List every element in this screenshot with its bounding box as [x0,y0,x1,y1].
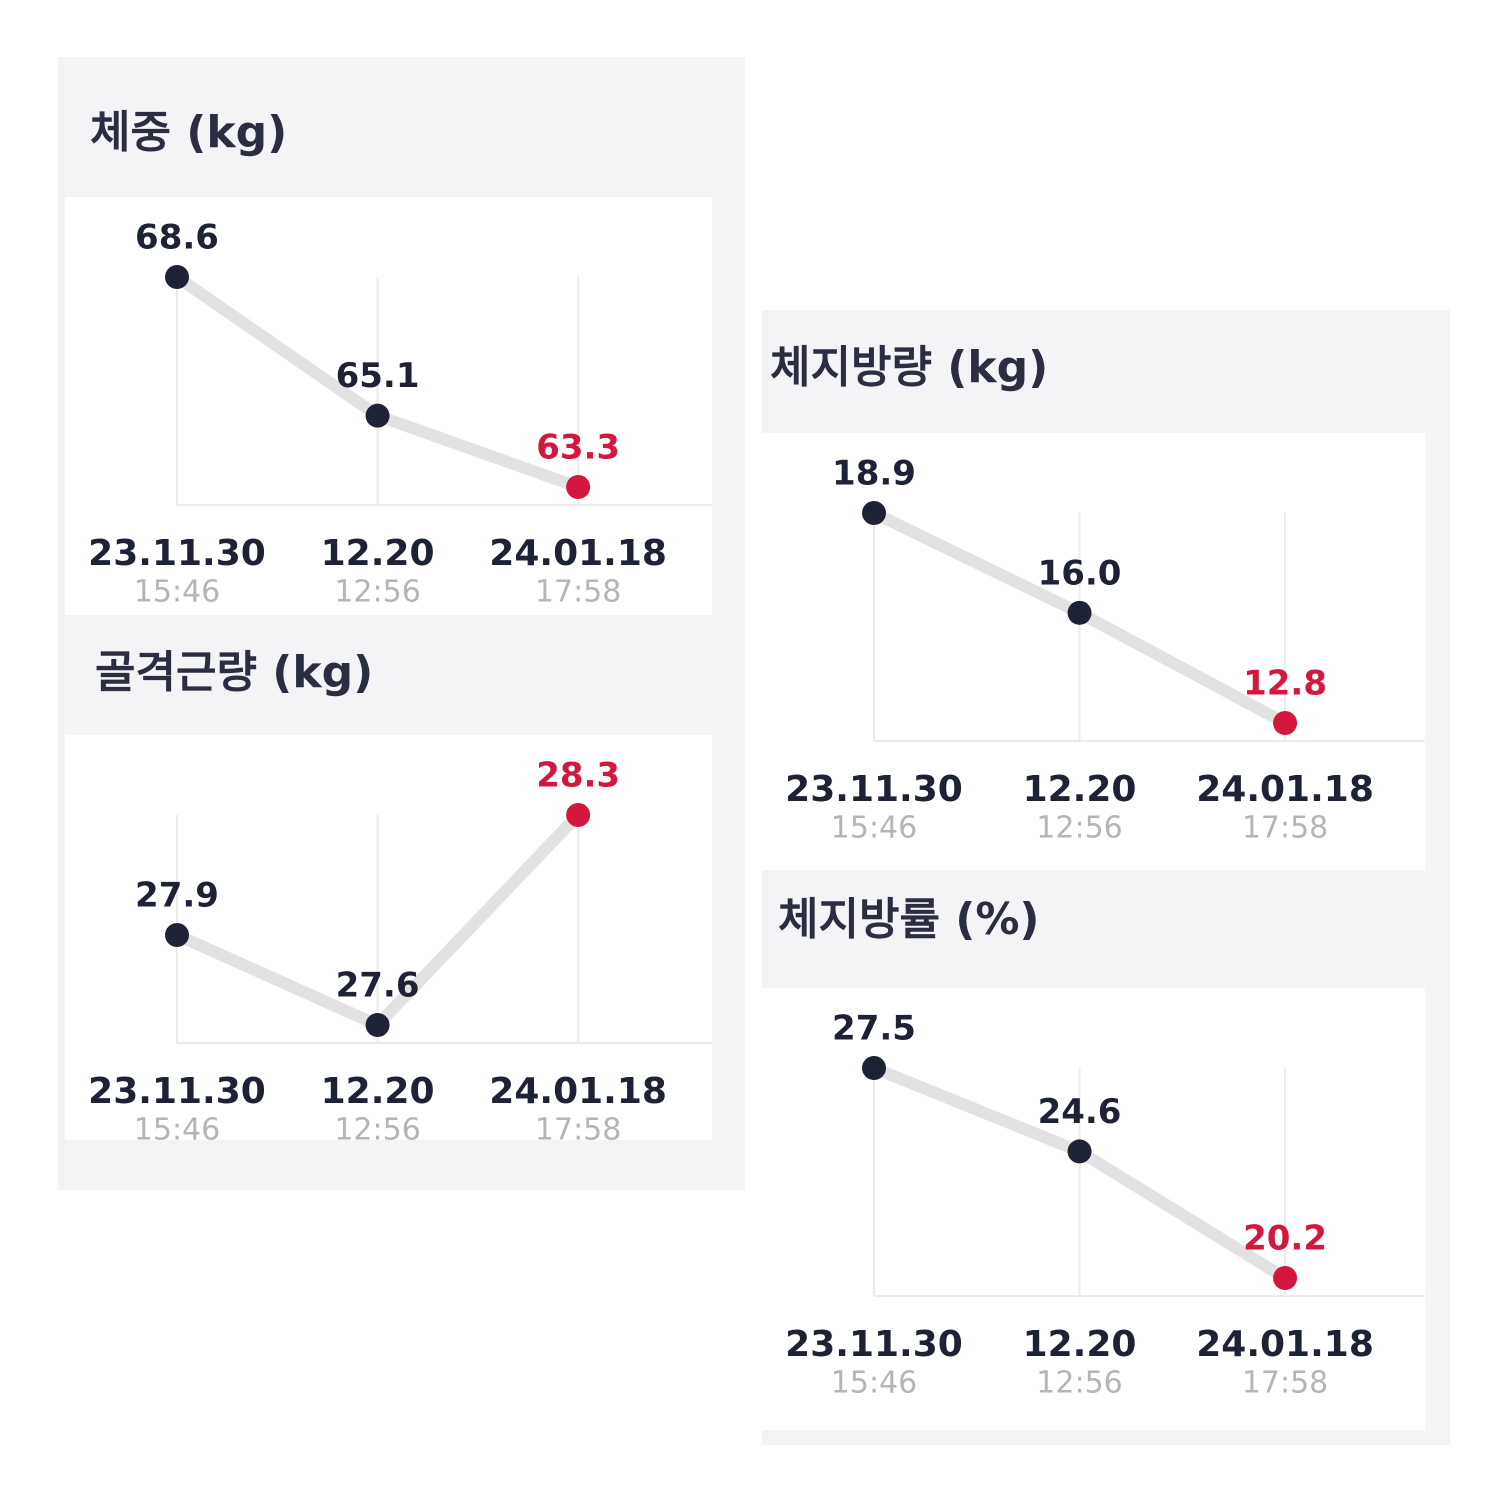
x-tick-time: 12:56 [1036,1366,1122,1401]
data-point [566,803,591,827]
data-point [862,501,886,525]
x-tick-label: 23.11.30 [785,769,963,810]
x-tick-time: 12:56 [334,575,420,610]
value-label: 27.5 [832,1009,916,1049]
value-label: 20.2 [1243,1219,1327,1259]
x-tick-time: 15:46 [134,575,220,610]
x-tick-time: 17:58 [535,575,621,610]
x-tick-time: 15:46 [831,1366,917,1401]
value-label: 27.6 [336,966,420,1006]
value-label: 68.6 [135,218,219,258]
data-point [1273,711,1298,735]
data-point [365,403,390,428]
x-tick-label: 24.01.18 [489,533,667,574]
x-tick-label: 23.11.30 [88,533,266,574]
x-tick-label: 24.01.18 [489,1071,667,1112]
chart-title: 체중 (kg) [90,107,287,158]
value-label: 16.0 [1038,553,1122,593]
value-label: 65.1 [336,356,420,396]
x-tick-time: 12:56 [1036,811,1122,846]
data-point [165,265,189,289]
value-label: 18.9 [832,454,916,494]
x-tick-time: 17:58 [1242,811,1328,846]
value-label: 28.3 [536,756,620,796]
x-tick-time: 12:56 [334,1113,420,1148]
chart-title: 골격근량 (kg) [95,647,373,698]
chart-title: 체지방량 (kg) [770,342,1048,393]
x-tick-label: 24.01.18 [1196,1324,1374,1365]
value-label: 12.8 [1243,664,1327,704]
value-label: 27.9 [135,876,219,916]
value-label: 24.6 [1038,1092,1122,1132]
x-tick-label: 23.11.30 [785,1324,963,1365]
x-tick-label: 12.20 [1023,769,1137,810]
chart-title: 체지방률 (%) [778,894,1040,945]
data-point [1067,600,1092,625]
data-point [862,1056,886,1080]
data-point [566,475,591,499]
x-tick-time: 17:58 [1242,1366,1328,1401]
data-point [1067,1139,1092,1164]
data-point [365,1013,390,1037]
x-tick-time: 17:58 [535,1113,621,1148]
data-point [165,923,189,947]
value-label: 63.3 [536,428,620,468]
x-tick-label: 12.20 [321,1071,435,1112]
x-tick-time: 15:46 [134,1113,220,1148]
x-tick-label: 23.11.30 [88,1071,266,1112]
x-tick-label: 24.01.18 [1196,769,1374,810]
data-point [1273,1266,1298,1290]
x-tick-label: 12.20 [1023,1324,1137,1365]
x-tick-label: 12.20 [321,533,435,574]
x-tick-time: 15:46 [831,811,917,846]
